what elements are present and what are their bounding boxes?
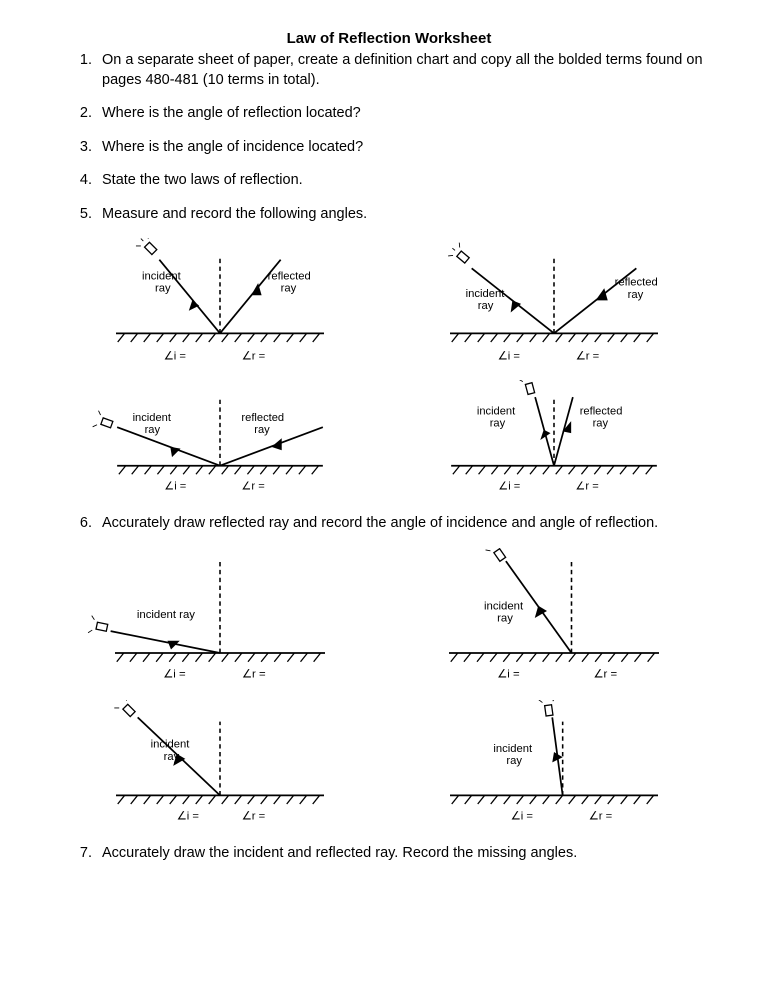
svg-text:∠i =: ∠i = (177, 811, 200, 823)
diagram-q5-c: incidentray reflectedray ∠i = ∠r = (70, 380, 374, 500)
svg-text:ray: ray (478, 300, 494, 312)
question-4: State the two laws of reflection. (96, 171, 708, 191)
svg-text:∠i =: ∠i = (498, 481, 520, 493)
svg-text:∠r =: ∠r = (242, 351, 266, 363)
question-5: Measure and record the following angles. (96, 205, 708, 225)
question-1: On a separate sheet of paper, create a d… (96, 51, 708, 90)
diagram-q6-b: incidentray ∠i = ∠r = (404, 548, 708, 688)
question-7: Accurately draw the incident and reflect… (96, 844, 708, 864)
svg-text:ray: ray (497, 612, 513, 624)
svg-text:incident: incident (466, 288, 506, 300)
svg-text:reflected: reflected (241, 413, 284, 425)
svg-text:ray: ray (281, 283, 297, 295)
svg-text:incident: incident (151, 739, 191, 751)
worksheet-page: Law of Reflection Worksheet On a separat… (0, 0, 768, 908)
svg-text:∠i =: ∠i = (497, 668, 520, 680)
svg-text:∠r =: ∠r = (241, 481, 264, 493)
svg-text:∠i =: ∠i = (498, 351, 521, 363)
svg-text:∠i =: ∠i = (511, 811, 534, 823)
svg-text:incident: incident (133, 413, 172, 425)
svg-text:∠i =: ∠i = (163, 668, 186, 680)
svg-text:reflected: reflected (580, 406, 623, 418)
svg-text:ray: ray (593, 418, 609, 430)
svg-text:incident ray: incident ray (137, 609, 195, 621)
diagram-block-q6: incident ray ∠i = ∠r = (70, 548, 708, 830)
svg-text:∠r =: ∠r = (576, 351, 600, 363)
svg-text:incident: incident (493, 743, 533, 755)
svg-text:∠r =: ∠r = (575, 481, 598, 493)
diagram-q5-d: incidentray reflectedray ∠i = ∠r = (404, 380, 708, 500)
svg-text:ray: ray (490, 418, 506, 430)
question-list-6: Accurately draw reflected ray and record… (70, 514, 708, 534)
svg-text:∠r =: ∠r = (593, 668, 617, 680)
svg-text:incident: incident (142, 271, 182, 283)
svg-text:∠r =: ∠r = (242, 811, 266, 823)
question-2: Where is the angle of reflection located… (96, 104, 708, 124)
svg-text:ray: ray (628, 289, 644, 301)
svg-text:ray: ray (155, 283, 171, 295)
svg-text:∠r =: ∠r = (589, 811, 613, 823)
diagram-q5-b: incidentray reflectedray ∠i = ∠r = (404, 238, 708, 368)
svg-text:incident: incident (477, 406, 516, 418)
svg-text:∠i =: ∠i = (164, 481, 186, 493)
svg-text:∠r =: ∠r = (242, 668, 266, 680)
svg-text:∠i =: ∠i = (164, 351, 187, 363)
page-title: Law of Reflection Worksheet (70, 30, 708, 47)
svg-text:ray: ray (145, 425, 161, 437)
svg-text:reflected: reflected (268, 271, 311, 283)
question-3: Where is the angle of incidence located? (96, 138, 708, 158)
diagram-block-q5: incidentray reflectedray ∠i = ∠r = (70, 238, 708, 500)
diagram-q5-a: incidentray reflectedray ∠i = ∠r = (70, 238, 374, 368)
question-list: On a separate sheet of paper, create a d… (70, 51, 708, 224)
svg-text:ray: ray (254, 425, 270, 437)
svg-text:incident: incident (484, 600, 524, 612)
question-6: Accurately draw reflected ray and record… (96, 514, 708, 534)
diagram-q6-a: incident ray ∠i = ∠r = (70, 548, 374, 688)
svg-text:ray: ray (506, 755, 522, 767)
svg-text:ray: ray (164, 751, 180, 763)
svg-text:reflected: reflected (615, 277, 658, 289)
diagram-q6-d: incidentray ∠i = ∠r = (404, 700, 708, 830)
diagram-q6-c: incidentray ∠i = ∠r = (70, 700, 374, 830)
question-list-7: Accurately draw the incident and reflect… (70, 844, 708, 864)
